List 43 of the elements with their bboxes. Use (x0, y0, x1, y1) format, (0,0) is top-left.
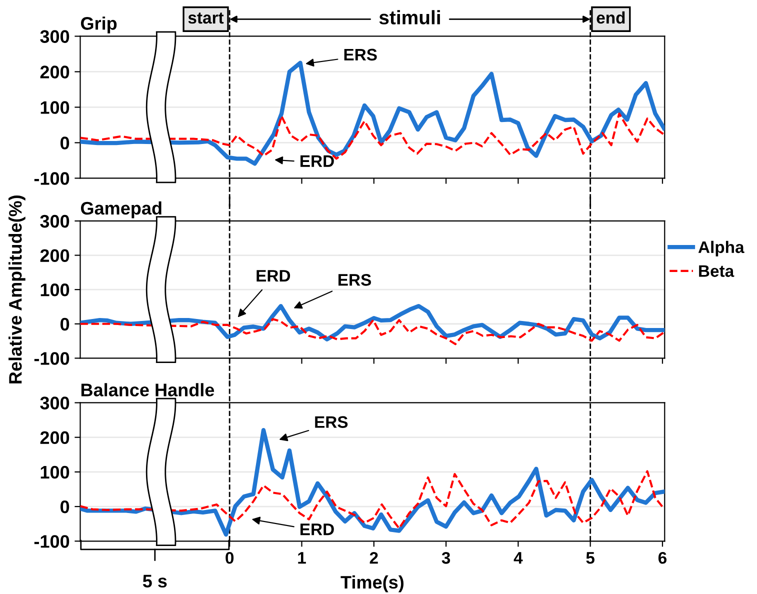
y-tick-label: -100 (34, 352, 70, 365)
y-tick-label: 100 (40, 466, 70, 479)
legend-label: Alpha (698, 240, 744, 256)
y-tick-label: 0 (60, 136, 70, 150)
y-tick-label: 100 (40, 284, 70, 296)
annotation: ERS (344, 48, 377, 61)
x-tick-label: 6 (658, 552, 667, 564)
ref-line-label: end (596, 11, 625, 24)
y-tick-label: 300 (40, 30, 70, 43)
y-tick-label: 0 (60, 318, 70, 331)
annotation: ERS (338, 274, 371, 286)
x-axis-title: Time(s) (340, 575, 404, 592)
y-tick-label: 300 (40, 396, 70, 410)
line-series (80, 428, 665, 537)
y-tick-label: 200 (40, 249, 70, 262)
x-tick-label: 2 (370, 552, 378, 564)
y-tick-label: 300 (40, 214, 70, 228)
text: 5 s (142, 574, 167, 588)
annotation: ERD (300, 524, 334, 536)
x-tick-label: 0 (226, 552, 234, 564)
text: stimuli (379, 10, 440, 24)
y-tick-label: 100 (40, 101, 70, 114)
line-series (80, 60, 665, 166)
x-tick-label: 4 (514, 552, 523, 564)
chart-title: Balance Handle (81, 383, 214, 396)
ref-line-label: start (188, 12, 224, 24)
x-tick-label: 1 (298, 552, 306, 564)
x-tick-label: 3 (442, 552, 450, 564)
line-series (80, 318, 665, 346)
line-series (80, 304, 665, 342)
annotation: ERD (300, 155, 334, 167)
y-tick-label: 200 (40, 66, 70, 78)
y-axis-title: Relative Amplitude(%) (8, 196, 26, 384)
annotation: ERS (315, 416, 348, 428)
annotation: ERD (256, 270, 290, 282)
y-tick-label: 200 (40, 431, 70, 444)
y-tick-label: -100 (34, 535, 70, 548)
y-tick-label: -100 (34, 172, 70, 185)
chart-title: Grip (80, 16, 117, 34)
chart-title: Gamepad (80, 201, 162, 218)
legend-label: Beta (699, 265, 734, 277)
x-tick-label: 5 (586, 552, 595, 564)
y-tick-label: 0 (60, 500, 70, 514)
